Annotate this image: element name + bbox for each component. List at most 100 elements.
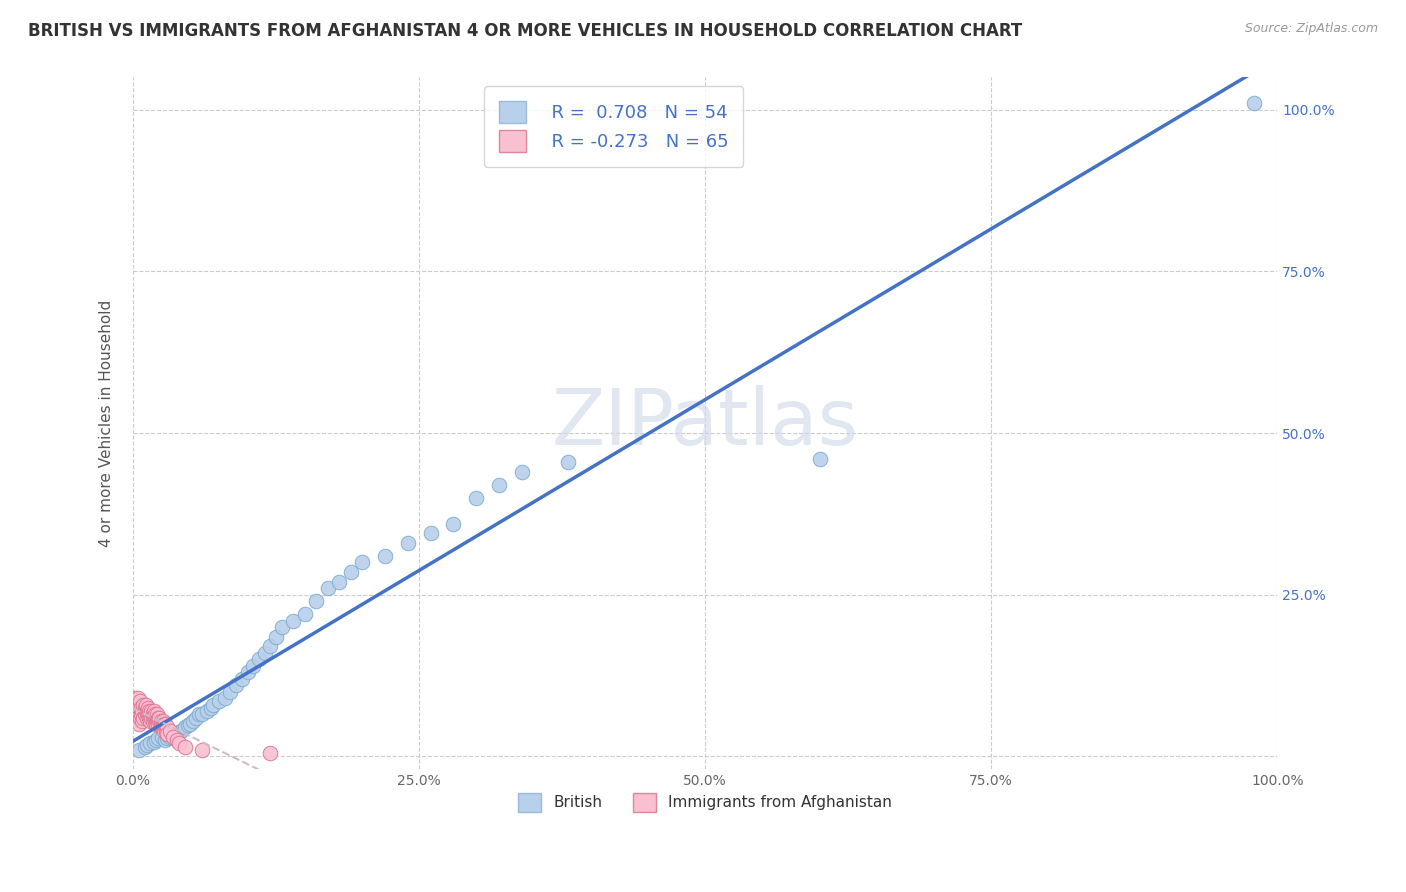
Point — [153, 717, 176, 731]
Point — [153, 723, 176, 738]
Text: Source: ZipAtlas.com: Source: ZipAtlas.com — [1244, 22, 1378, 36]
Point — [135, 704, 157, 718]
Point — [128, 743, 150, 757]
Point — [148, 717, 170, 731]
Point — [145, 717, 167, 731]
Point — [259, 746, 281, 760]
Text: ZIPatlas: ZIPatlas — [551, 385, 859, 461]
Point — [153, 720, 176, 734]
Point — [242, 658, 264, 673]
Point — [305, 594, 328, 608]
Point — [316, 581, 339, 595]
Point — [170, 723, 193, 738]
Point — [153, 717, 176, 731]
Point — [132, 698, 155, 712]
Point — [124, 704, 146, 718]
Point — [138, 704, 160, 718]
Point — [139, 707, 162, 722]
Point — [156, 727, 179, 741]
Point — [148, 710, 170, 724]
Point — [125, 698, 148, 712]
Point — [135, 710, 157, 724]
Point — [294, 607, 316, 621]
Point — [145, 733, 167, 747]
Point — [142, 735, 165, 749]
Point — [129, 701, 152, 715]
Point — [510, 465, 533, 479]
Point — [155, 723, 177, 738]
Point — [142, 710, 165, 724]
Point — [167, 736, 190, 750]
Point — [127, 704, 149, 718]
Point — [150, 730, 173, 744]
Point — [443, 516, 465, 531]
Point — [142, 714, 165, 728]
Point — [148, 714, 170, 728]
Point — [167, 724, 190, 739]
Point — [135, 698, 157, 712]
Point — [143, 707, 166, 722]
Point — [177, 718, 200, 732]
Point — [131, 714, 153, 728]
Point — [142, 707, 165, 722]
Point — [146, 707, 169, 722]
Point — [231, 672, 253, 686]
Point — [214, 691, 236, 706]
Point — [173, 720, 195, 734]
Point — [136, 701, 159, 715]
Point — [557, 455, 579, 469]
Point — [131, 704, 153, 718]
Point — [148, 731, 170, 746]
Point — [1243, 96, 1265, 111]
Point — [488, 477, 510, 491]
Point — [350, 555, 373, 569]
Point — [396, 536, 419, 550]
Point — [225, 678, 247, 692]
Point — [181, 714, 204, 728]
Y-axis label: 4 or more Vehicles in Household: 4 or more Vehicles in Household — [100, 300, 114, 547]
Point — [156, 720, 179, 734]
Point — [264, 630, 287, 644]
Point — [149, 714, 172, 728]
Point — [134, 701, 156, 715]
Point — [150, 720, 173, 734]
Point — [184, 710, 207, 724]
Point — [156, 731, 179, 746]
Point — [122, 698, 145, 712]
Point — [132, 710, 155, 724]
Point — [141, 704, 163, 718]
Point — [188, 707, 211, 722]
Point — [236, 665, 259, 680]
Point — [138, 710, 160, 724]
Point — [283, 614, 305, 628]
Point — [152, 720, 174, 734]
Point — [135, 704, 157, 718]
Point — [148, 710, 170, 724]
Point — [127, 691, 149, 706]
Point — [129, 707, 152, 722]
Point — [247, 652, 270, 666]
Point — [142, 704, 165, 718]
Point — [136, 707, 159, 722]
Point — [419, 526, 441, 541]
Point — [808, 452, 831, 467]
Point — [145, 710, 167, 724]
Point — [134, 707, 156, 722]
Point — [190, 743, 212, 757]
Point — [150, 717, 173, 731]
Point — [190, 707, 212, 722]
Point — [129, 710, 152, 724]
Point — [149, 717, 172, 731]
Point — [374, 549, 396, 563]
Point — [125, 710, 148, 724]
Point — [270, 620, 292, 634]
Text: BRITISH VS IMMIGRANTS FROM AFGHANISTAN 4 OR MORE VEHICLES IN HOUSEHOLD CORRELATI: BRITISH VS IMMIGRANTS FROM AFGHANISTAN 4… — [28, 22, 1022, 40]
Legend: British, Immigrants from Afghanistan: British, Immigrants from Afghanistan — [506, 780, 904, 824]
Point — [339, 565, 361, 579]
Point — [162, 729, 184, 743]
Point — [128, 701, 150, 715]
Point — [259, 640, 281, 654]
Point — [253, 646, 276, 660]
Point — [124, 691, 146, 706]
Point — [128, 717, 150, 731]
